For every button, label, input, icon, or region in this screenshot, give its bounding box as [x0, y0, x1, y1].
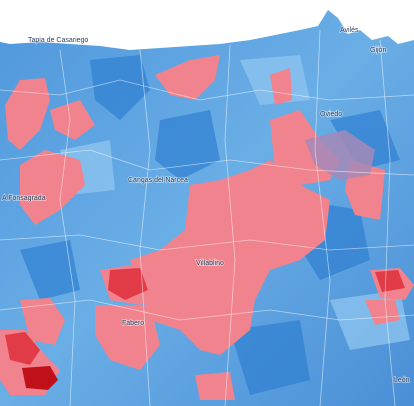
- place-label: Villablino: [196, 260, 224, 267]
- place-label: León: [394, 377, 410, 384]
- sea: [0, 0, 414, 50]
- place-label: A Fonsagrada: [2, 195, 46, 202]
- darkest-area: [22, 366, 58, 390]
- dark-red-areas: [5, 268, 405, 365]
- place-label: Gijón: [370, 47, 386, 54]
- place-label: Tapia de Casariego: [28, 37, 88, 44]
- place-label: Fabero: [122, 320, 144, 327]
- place-label: Avilés: [340, 27, 359, 34]
- purple-area: [305, 130, 375, 180]
- place-label: Oviedo: [320, 111, 342, 118]
- place-labels: Tapia de Casariego Avilés Gijón Oviedo A Fon…: [1, 26, 410, 385]
- place-label: Cangas del Narcea: [128, 177, 188, 184]
- blue-areas: [20, 55, 400, 395]
- borders: [0, 29, 414, 406]
